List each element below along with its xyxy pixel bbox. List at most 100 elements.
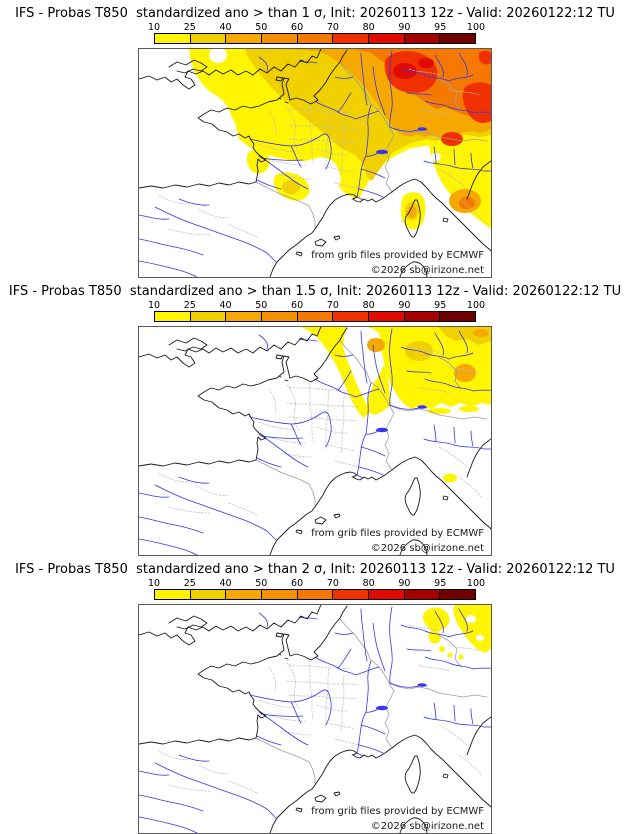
colorbar-segment: [404, 312, 441, 321]
colorbar: 10 25 40 50 60 70 80 90 95 100: [148, 578, 485, 600]
copyright-credit: ©2026 sb@irizone.net: [370, 265, 484, 276]
colorbar-segment: [262, 34, 298, 43]
colorbar: 10 25 40 50 60 70 80 90 95 100: [148, 300, 485, 322]
colorbar-segment: [262, 312, 298, 321]
tick-label: 50: [255, 22, 268, 33]
tick-label: 40: [219, 22, 232, 33]
tick-label: 95: [434, 578, 447, 589]
tick-label: 80: [362, 300, 375, 311]
prob-area-yellow: [459, 406, 479, 412]
colorbar-ticks: 10 25 40 50 60 70 80 90 95 100: [148, 578, 485, 589]
colorbar-segment: [369, 34, 405, 43]
tick-label: 60: [291, 578, 304, 589]
tick-label: 90: [398, 300, 411, 311]
colorbar-ticks: 10 25 40 50 60 70 80 90 95 100: [148, 300, 485, 311]
panel-title: IFS - Probas T850 standardized ano > tha…: [15, 562, 615, 577]
colorbar-segment: [226, 34, 263, 43]
probability-map-2sigma: from grib files provided by ECMWF ©2026 …: [138, 604, 492, 834]
colorbar-segment: [226, 312, 263, 321]
ecmwf-credit: from grib files provided by ECMWF: [311, 528, 484, 539]
panel-title: IFS - Probas T850 standardized ano > tha…: [15, 6, 615, 21]
prob-area-red2: [393, 63, 417, 79]
tick-label: 95: [434, 300, 447, 311]
colorbar-segment: [155, 590, 191, 599]
prob-area-sw-gold: [282, 180, 300, 194]
tick-label: 80: [362, 22, 375, 33]
tick-label: 10: [147, 300, 161, 311]
tick-label: 100: [466, 300, 486, 311]
colorbar: 10 25 40 50 60 70 80 90 95 100: [148, 22, 485, 44]
prob-area-yellow: [301, 327, 369, 418]
white-hole-alps: [431, 153, 441, 161]
colorbar-segment: [440, 34, 476, 43]
white-hole: [476, 635, 484, 641]
shading-2sigma: [422, 605, 491, 660]
tick-label: 90: [398, 22, 411, 33]
tick-label: 60: [291, 22, 304, 33]
prob-area-red: [479, 50, 491, 65]
colorbar-ticks: 10 25 40 50 60 70 80 90 95 100: [148, 22, 485, 33]
colorbar-segment: [404, 34, 441, 43]
colorbar-segment: [404, 590, 441, 599]
tick-label: 25: [183, 22, 196, 33]
tick-label: 10: [147, 22, 161, 33]
prob-area-orange: [473, 329, 489, 337]
prob-area-red: [462, 82, 491, 123]
prob-area-yellow: [422, 607, 450, 632]
tick-label: 50: [255, 300, 268, 311]
prob-area-darkorange-italy: [459, 197, 475, 209]
panel-title: IFS - Probas T850 standardized ano > tha…: [8, 284, 622, 299]
shading-1-5sigma: [301, 327, 491, 483]
panel-1sigma: IFS - Probas T850 standardized ano > tha…: [0, 0, 630, 278]
panel-2sigma: IFS - Probas T850 standardized ano > tha…: [0, 556, 630, 834]
tick-label: 80: [362, 578, 375, 589]
colorbar-segment: [190, 312, 227, 321]
prob-area-orange: [454, 364, 476, 382]
prob-area-yellow: [427, 408, 451, 414]
prob-area-italy-spot: [443, 473, 457, 483]
prob-area-orange: [367, 338, 385, 352]
colorbar-segment: [155, 312, 191, 321]
panel-1-5sigma: IFS - Probas T850 standardized ano > tha…: [0, 278, 630, 556]
colorbar-scale: [154, 33, 476, 44]
map-canvas: [139, 605, 491, 833]
tick-label: 40: [219, 300, 232, 311]
white-hole: [466, 615, 476, 623]
colorbar-segment: [297, 34, 334, 43]
colorbar-segment: [297, 590, 334, 599]
probability-map-1-5sigma: from grib files provided by ECMWF ©2026 …: [138, 326, 492, 556]
tick-label: 50: [255, 578, 268, 589]
prob-area-yellow-dot: [439, 646, 445, 652]
prob-area-yellow-dot: [447, 652, 453, 658]
white-hole-england: [209, 49, 227, 63]
colorbar-segment: [333, 34, 370, 43]
colorbar-segment: [155, 34, 191, 43]
tick-label: 60: [291, 300, 304, 311]
copyright-credit: ©2026 sb@irizone.net: [370, 543, 484, 554]
colorbar-segment: [190, 590, 227, 599]
tick-label: 70: [326, 300, 339, 311]
tick-label: 100: [466, 578, 486, 589]
tick-label: 95: [434, 22, 447, 33]
prob-area-sw-patch: [246, 150, 270, 174]
colorbar-segment: [369, 312, 405, 321]
tick-label: 25: [183, 300, 196, 311]
tick-label: 70: [326, 578, 339, 589]
colorbar-scale: [154, 589, 476, 600]
ecmwf-credit: from grib files provided by ECMWF: [311, 806, 484, 817]
colorbar-segment: [369, 590, 405, 599]
tick-label: 90: [398, 578, 411, 589]
colorbar-segment: [440, 312, 476, 321]
prob-area-yellow: [428, 629, 441, 644]
tick-label: 10: [147, 578, 161, 589]
colorbar-segment: [190, 34, 227, 43]
colorbar-segment: [333, 590, 370, 599]
prob-area-red2: [418, 58, 434, 68]
colorbar-scale: [154, 311, 476, 322]
probability-map-1sigma: from grib files provided by ECMWF ©2026 …: [138, 48, 492, 278]
tick-label: 100: [466, 22, 486, 33]
ecmwf-credit: from grib files provided by ECMWF: [311, 250, 484, 261]
prob-area-yellow: [367, 327, 491, 415]
colorbar-segment: [297, 312, 334, 321]
tick-label: 40: [219, 578, 232, 589]
